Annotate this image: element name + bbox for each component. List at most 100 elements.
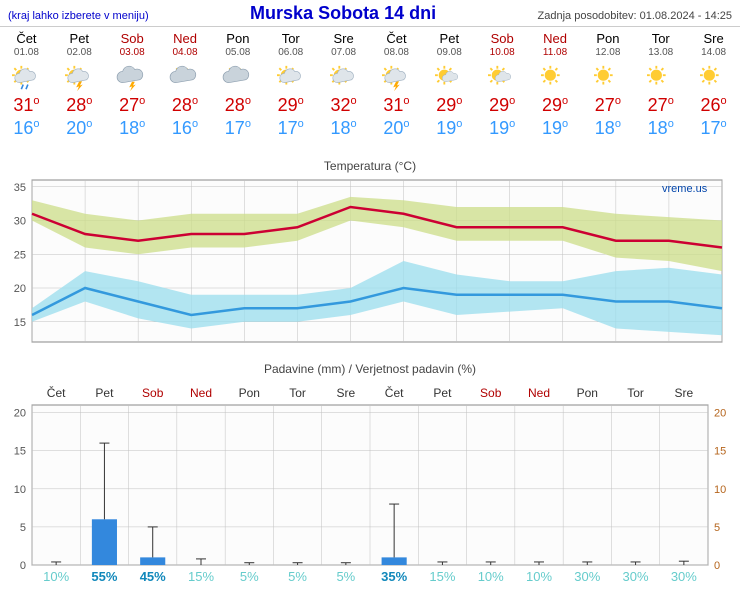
high-temp: 29o xyxy=(476,94,529,117)
high-temp: 26o xyxy=(687,94,740,117)
svg-text:0: 0 xyxy=(714,560,720,572)
day-date: 08.08 xyxy=(370,47,423,58)
svg-text:5: 5 xyxy=(20,522,26,534)
svg-text:Temperatura (°C): Temperatura (°C) xyxy=(324,159,416,173)
low-temp: 18o xyxy=(317,117,370,140)
svg-text:30%: 30% xyxy=(623,569,649,584)
svg-text:Pet: Pet xyxy=(95,386,114,400)
low-temp: 19o xyxy=(529,117,582,140)
svg-text:35: 35 xyxy=(14,182,26,194)
day-date: 06.08 xyxy=(264,47,317,58)
high-temp: 32o xyxy=(317,94,370,117)
day-column: Sob03.0827o18o xyxy=(106,27,159,147)
day-name: Pon xyxy=(211,31,264,46)
svg-text:45%: 45% xyxy=(140,569,166,584)
svg-text:Sob: Sob xyxy=(480,386,502,400)
day-date: 01.08 xyxy=(0,47,53,58)
day-column: Tor06.0829o17o xyxy=(264,27,317,147)
high-temp: 29o xyxy=(423,94,476,117)
svg-text:5%: 5% xyxy=(336,569,355,584)
svg-text:Pet: Pet xyxy=(433,386,452,400)
weather-icon xyxy=(529,64,582,92)
weather-icon xyxy=(317,64,370,92)
day-name: Sob xyxy=(476,31,529,46)
day-column: Pet02.0828o20o xyxy=(53,27,106,147)
high-temp: 27o xyxy=(634,94,687,117)
weather-icon xyxy=(634,64,687,92)
day-column: Čet01.08 31o16o xyxy=(0,27,53,147)
day-column: Tor13.0827o18o xyxy=(634,27,687,147)
low-temp: 17o xyxy=(264,117,317,140)
low-temp: 17o xyxy=(687,117,740,140)
svg-text:25: 25 xyxy=(14,249,26,261)
svg-text:35%: 35% xyxy=(381,569,407,584)
day-column: Sre14.0826o17o xyxy=(687,27,740,147)
svg-text:5%: 5% xyxy=(288,569,307,584)
day-name: Pet xyxy=(423,31,476,46)
low-temp: 19o xyxy=(423,117,476,140)
svg-text:10%: 10% xyxy=(526,569,552,584)
svg-text:Ned: Ned xyxy=(190,386,212,400)
svg-text:20: 20 xyxy=(14,283,26,295)
day-name: Čet xyxy=(0,31,53,46)
svg-text:Čet: Čet xyxy=(47,385,66,400)
svg-text:Pon: Pon xyxy=(577,386,598,400)
day-column: Pet09.08 29o19o xyxy=(423,27,476,147)
weather-icon xyxy=(370,64,423,92)
day-name: Tor xyxy=(634,31,687,46)
day-date: 09.08 xyxy=(423,47,476,58)
svg-text:55%: 55% xyxy=(91,569,117,584)
high-temp: 31o xyxy=(370,94,423,117)
daily-forecast-row: Čet01.0831o16oPet02.0828o20oSob03.0827o1… xyxy=(0,26,740,147)
menu-hint: (kraj lahko izberete v meniju) xyxy=(8,10,149,22)
low-temp: 20o xyxy=(370,117,423,140)
svg-text:Ned: Ned xyxy=(528,386,550,400)
svg-text:20: 20 xyxy=(14,407,26,419)
day-column: Sob10.0829o19o xyxy=(476,27,529,147)
low-temp: 19o xyxy=(476,117,529,140)
svg-text:15: 15 xyxy=(14,317,26,329)
day-date: 05.08 xyxy=(211,47,264,58)
svg-text:Tor: Tor xyxy=(289,386,306,400)
svg-text:Sre: Sre xyxy=(337,386,356,400)
day-date: 02.08 xyxy=(53,47,106,58)
day-name: Sre xyxy=(317,31,370,46)
svg-text:15%: 15% xyxy=(188,569,214,584)
day-date: 12.08 xyxy=(581,47,634,58)
day-date: 14.08 xyxy=(687,47,740,58)
last-updated: Zadnja posodobitev: 01.08.2024 - 14:25 xyxy=(538,10,732,22)
low-temp: 16o xyxy=(159,117,212,140)
precipitation-chart: 0055101015152020ČetPetSobNedPonTorSreČet… xyxy=(0,357,740,587)
low-temp: 16o xyxy=(0,117,53,140)
day-date: 04.08 xyxy=(159,47,212,58)
weather-icon xyxy=(211,64,264,92)
weather-icon xyxy=(687,64,740,92)
svg-text:Sob: Sob xyxy=(142,386,164,400)
low-temp: 18o xyxy=(634,117,687,140)
svg-text:Pon: Pon xyxy=(239,386,260,400)
day-name: Tor xyxy=(264,31,317,46)
low-temp: 17o xyxy=(211,117,264,140)
svg-text:15: 15 xyxy=(14,445,26,457)
svg-text:10: 10 xyxy=(714,484,726,496)
svg-text:Tor: Tor xyxy=(627,386,644,400)
svg-text:0: 0 xyxy=(20,560,26,572)
day-column: Čet08.0831o20o xyxy=(370,27,423,147)
svg-text:Padavine (mm) / Verjetnost pad: Padavine (mm) / Verjetnost padavin (%) xyxy=(264,362,476,376)
svg-text:vreme.us: vreme.us xyxy=(662,183,708,195)
svg-text:5: 5 xyxy=(714,522,720,534)
day-date: 03.08 xyxy=(106,47,159,58)
svg-text:15: 15 xyxy=(714,445,726,457)
day-column: Pon12.0827o18o xyxy=(581,27,634,147)
weather-icon xyxy=(476,64,529,92)
day-column: Pon05.0828o17o xyxy=(211,27,264,147)
high-temp: 28o xyxy=(53,94,106,117)
weather-icon xyxy=(106,64,159,92)
day-name: Pet xyxy=(53,31,106,46)
high-temp: 31o xyxy=(0,94,53,117)
svg-text:10%: 10% xyxy=(478,569,504,584)
svg-text:30%: 30% xyxy=(574,569,600,584)
low-temp: 18o xyxy=(106,117,159,140)
day-column: Ned04.0828o16o xyxy=(159,27,212,147)
day-column: Ned11.0829o19o xyxy=(529,27,582,147)
